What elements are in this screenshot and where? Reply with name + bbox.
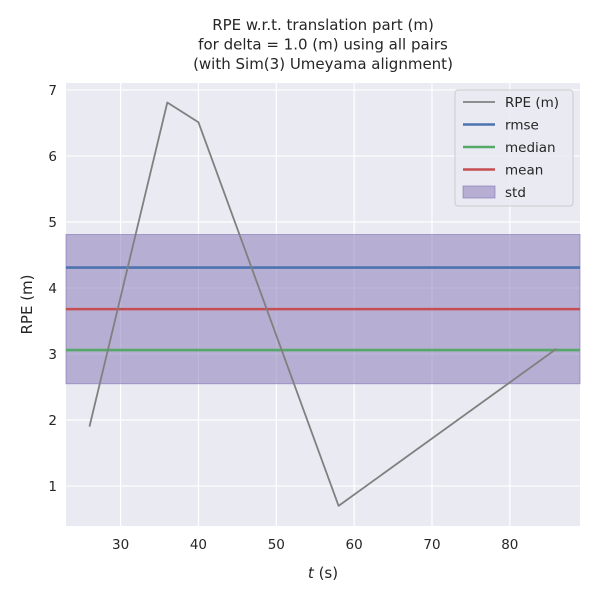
legend-swatch-std [462, 185, 496, 199]
legend-box [454, 89, 574, 207]
legend: RPE (m) rmse median mean std [454, 89, 574, 207]
stat-lines [66, 266, 580, 352]
x-axis-label-var: t [308, 564, 315, 582]
x-tick-label: 30 [112, 537, 129, 553]
title-line-3: (with Sim(3) Umeyama alignment) [193, 55, 453, 73]
y-tick-label: 5 [48, 215, 57, 231]
legend-label: RPE (m) [505, 95, 559, 111]
rpe-series-line [88, 101, 558, 507]
x-tick-label: 80 [501, 537, 518, 553]
y-tick-label: 3 [48, 347, 57, 363]
x-axis-label: t (s) [308, 564, 338, 582]
y-tick-label: 6 [48, 149, 57, 165]
x-tick-label: 50 [268, 537, 285, 553]
title-line-1: RPE w.r.t. translation part (m) [212, 16, 434, 34]
y-tick-label: 2 [48, 413, 57, 429]
legend-label: rmse [505, 118, 539, 134]
title-line-2: for delta = 1.0 (m) using all pairs [198, 36, 448, 54]
x-tick-labels: 30 40 50 60 70 80 [112, 537, 518, 553]
y-axis-label: RPE (m) [18, 274, 36, 334]
y-tick-label: 4 [48, 281, 57, 297]
series-lines [88, 101, 558, 507]
legend-label: std [505, 185, 526, 201]
x-axis-label-unit: (s) [314, 564, 338, 582]
y-tick-label: 7 [48, 83, 57, 99]
x-tick-label: 40 [190, 537, 207, 553]
legend-label: median [505, 140, 556, 156]
chart-title: RPE w.r.t. translation part (m) for delta… [193, 16, 453, 73]
x-tick-label: 60 [346, 537, 363, 553]
x-tick-label: 70 [423, 537, 440, 553]
y-tick-label: 1 [48, 479, 57, 495]
y-tick-labels: 1 2 3 4 5 6 7 [48, 83, 57, 495]
legend-label: mean [505, 163, 543, 179]
